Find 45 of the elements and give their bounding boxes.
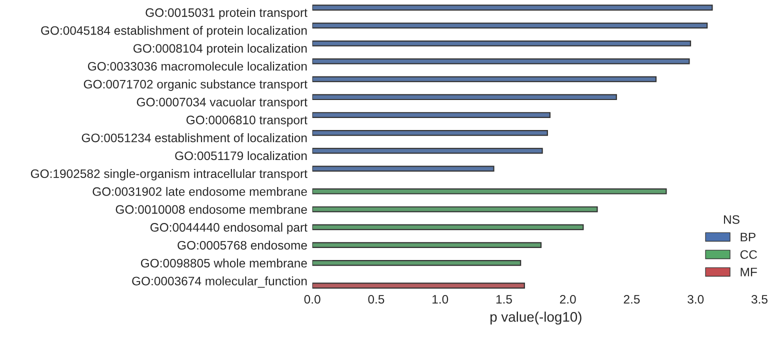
x-tick-label: 1.0 [432, 294, 448, 304]
x-tick-label: 0.0 [304, 294, 320, 304]
x-tick-label: 3.5 [751, 294, 768, 304]
bar [312, 282, 525, 289]
y-tick-label: GO:0044440 endosomal part [150, 222, 308, 234]
legend-label: CC [740, 250, 757, 259]
bar [312, 206, 598, 212]
x-tick-label: 2.0 [560, 294, 576, 304]
x-tick-label: 3.0 [688, 294, 704, 304]
y-tick-label: GO:0006810 transport [186, 116, 308, 127]
y-tick-label: GO:0031902 late endosome membrane [92, 186, 307, 196]
bar [312, 188, 667, 194]
y-tick-label: GO:0045184 establishment of protein localization [41, 26, 307, 38]
x-axis-title: p value(-log10) [490, 312, 582, 325]
y-tick-label: GO:0005768 endosome [178, 240, 307, 250]
y-tick-label: GO:0003674 molecular_function [132, 276, 307, 288]
bar [312, 224, 584, 230]
x-tick-label: 1.5 [496, 295, 512, 304]
y-tick-label: GO:1902582 single-organism intracellular transport [30, 169, 308, 180]
legend-title: NS [724, 215, 740, 224]
bar [312, 148, 543, 154]
y-tick-label: GO:0098805 whole membrane [140, 258, 307, 268]
y-tick-label: GO:0007034 vacuolar transport [136, 97, 308, 109]
bar [312, 260, 522, 266]
bar [312, 94, 617, 100]
y-tick-label: GO:0071702 organic substance transport [84, 80, 308, 91]
bar [312, 166, 494, 172]
bar [312, 112, 551, 118]
bar [312, 76, 657, 82]
x-tick-label: 0.5 [368, 294, 384, 304]
y-tick-label: GO:0015031 protein transport [146, 8, 308, 20]
y-tick-label: GO:0033036 macromolecule localization [88, 62, 307, 71]
legend-label: BP [740, 232, 756, 242]
y-tick-label: GO:0051234 establishment of localization [82, 133, 307, 142]
x-tick-label: 2.5 [624, 294, 640, 304]
bar [312, 130, 548, 136]
bar [312, 58, 690, 64]
y-tick-label: GO:0051179 localization [175, 151, 307, 160]
bar [312, 22, 708, 28]
y-tick-label: GO:0008104 protein localization [133, 44, 307, 56]
bar [312, 40, 692, 46]
bar [312, 242, 542, 248]
y-tick-label: GO:0010008 endosome membrane [116, 204, 307, 214]
legend-label: MF [740, 268, 757, 276]
bar [312, 4, 713, 11]
